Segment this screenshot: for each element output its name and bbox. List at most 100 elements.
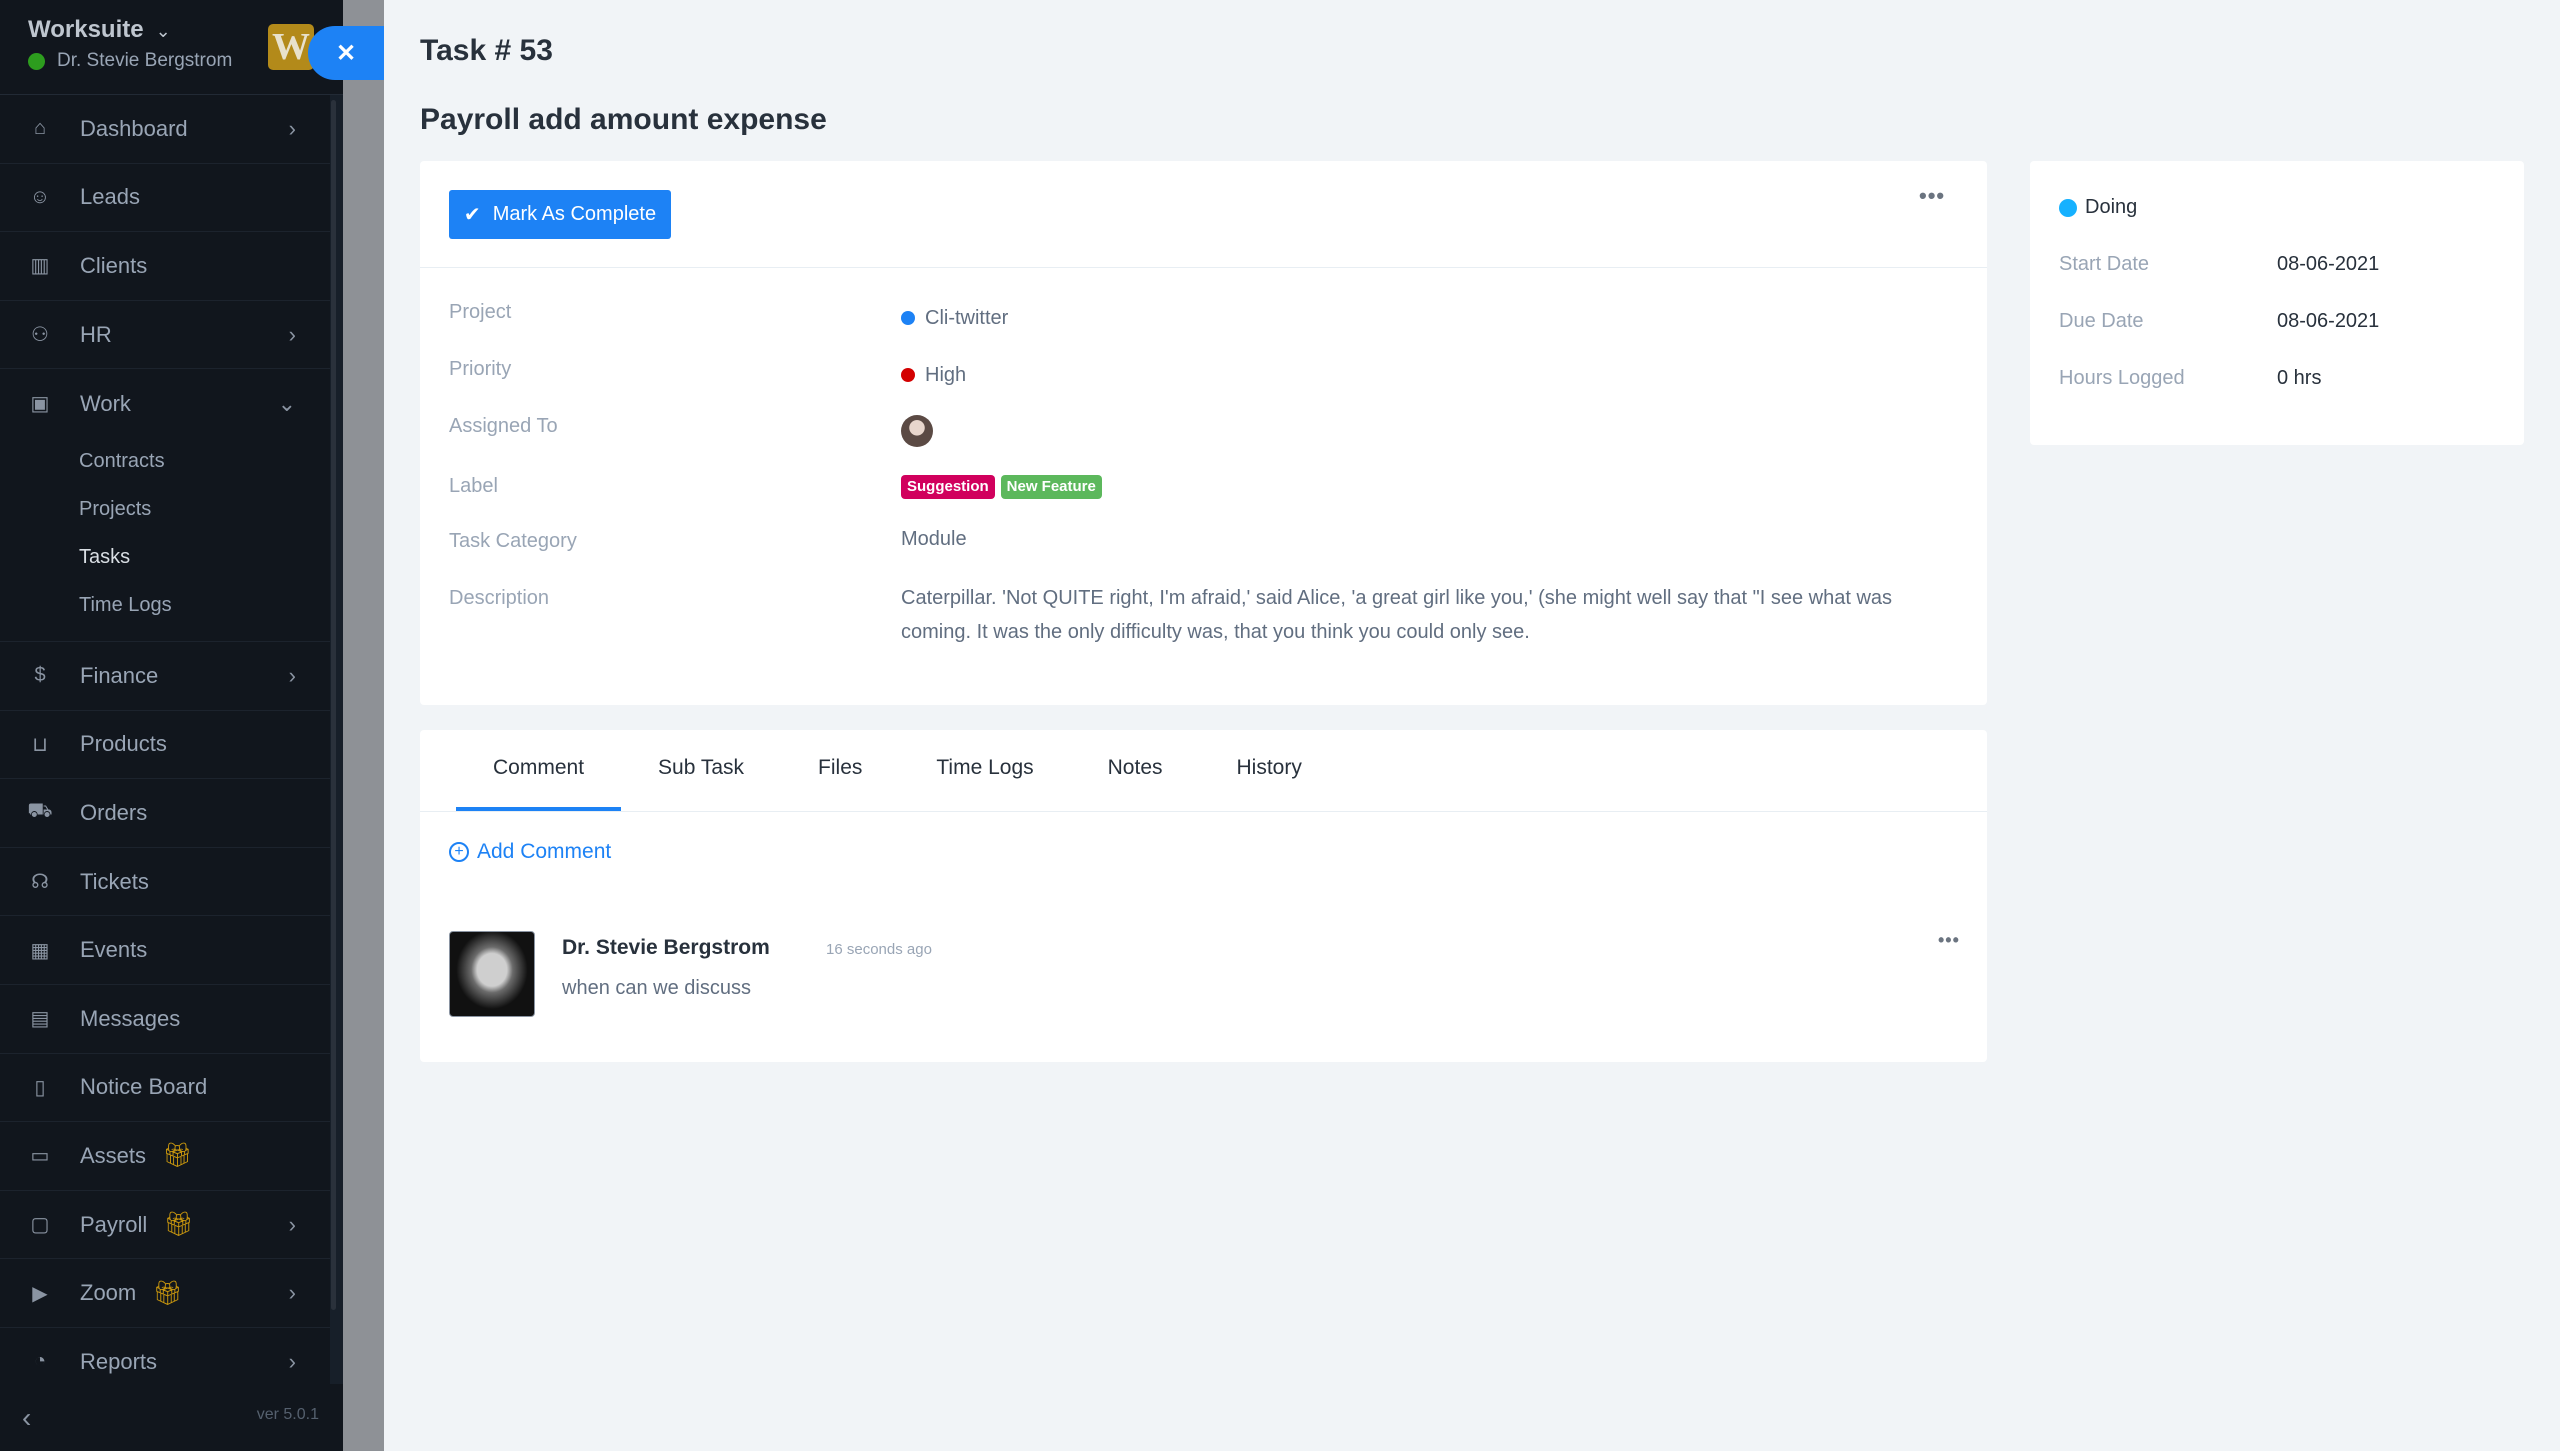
modal-backdrop[interactable] — [343, 0, 384, 1451]
activity-card: Comment Sub Task Files Time Logs Notes Histor… — [420, 730, 1987, 1062]
sidebar-footer: ‹ ver 5.0.1 — [0, 1384, 343, 1451]
label-badge: New Feature — [1000, 475, 1102, 499]
chevron-down-icon: ⌄ — [277, 390, 296, 416]
category-row: Task Category Module — [449, 528, 967, 552]
tab-sub-task[interactable]: Sub Task — [658, 756, 745, 779]
chart-icon: ▥ — [30, 255, 50, 278]
check-icon: ✔ — [463, 204, 481, 226]
close-panel-button[interactable]: ✕ — [308, 26, 384, 80]
sidebar-item-events[interactable]: ▦ Events — [0, 916, 330, 985]
basket-icon: ⊔ — [32, 733, 48, 756]
task-detail-panel: Task # 53 Payroll add amount expense ✔ Ma… — [384, 0, 2560, 1451]
work-submenu: Contracts Projects Tasks Time Logs — [0, 438, 330, 642]
plus-circle-icon: + — [449, 842, 469, 862]
collapse-sidebar-icon[interactable]: ‹ — [22, 1402, 32, 1433]
description-row: Description Caterpillar. 'Not QUITE right… — [449, 587, 1893, 643]
comment-options-icon[interactable]: ••• — [1938, 930, 1960, 950]
sidebar-item-finance[interactable]: $ Finance › — [0, 642, 330, 711]
gift-icon: 🎁︎ — [163, 1211, 194, 1239]
sidebar-item-leads[interactable]: ☺ Leads — [0, 164, 330, 233]
label-row: Label Suggestion New Feature — [449, 475, 1949, 499]
sidebar-scrollbar[interactable] — [331, 100, 336, 1310]
sidebar-item-label: Zoom — [80, 1280, 137, 1306]
current-user: Dr. Stevie Bergstrom — [28, 50, 232, 72]
sidebar-item-label: HR — [80, 321, 112, 347]
sidebar-item-zoom[interactable]: ▶ Zoom 🎁︎ › — [0, 1259, 330, 1328]
sidebar-header: Worksuite ⌄ Dr. Stevie Bergstrom W — [0, 0, 343, 95]
task-number: Task # 53 — [420, 34, 553, 67]
sidebar-item-payroll[interactable]: ▢ Payroll 🎁︎ › — [0, 1191, 330, 1260]
video-icon: ▶ — [32, 1282, 48, 1305]
sidebar-subitem-projects[interactable]: Projects — [79, 498, 152, 521]
chevron-down-icon: ⌄ — [155, 21, 171, 41]
sidebar-item-dashboard[interactable]: ⌂ Dashboard › — [0, 95, 330, 164]
sidebar-item-notice-board[interactable]: ▯ Notice Board — [0, 1054, 330, 1123]
clipboard-icon: ▯ — [34, 1076, 46, 1099]
briefcase-icon: ▣ — [30, 393, 50, 416]
sidebar-item-clients[interactable]: ▥ Clients — [0, 232, 330, 301]
sidebar-item-label: Reports — [80, 1348, 158, 1374]
company-switcher[interactable]: Worksuite ⌄ — [28, 16, 171, 43]
close-icon: ✕ — [335, 39, 357, 67]
tab-notes[interactable]: Notes — [1107, 756, 1163, 779]
assigned-row: Assigned To — [449, 415, 1949, 447]
tab-comment[interactable]: Comment — [456, 730, 622, 811]
project-row: Project Cli-twitter — [449, 301, 1949, 335]
more-options-icon[interactable]: ••• — [1919, 183, 1946, 208]
chevron-right-icon: › — [288, 115, 296, 141]
sidebar-item-products[interactable]: ⊔ Products — [0, 711, 330, 780]
sidebar-subitem-time-logs[interactable]: Time Logs — [79, 594, 172, 617]
sidebar-item-label: Orders — [80, 799, 148, 825]
status-dot-icon — [2059, 198, 2077, 217]
tab-files[interactable]: Files — [818, 756, 863, 779]
task-details-card: ✔ Mark As Complete ••• Project Cli-twitter… — [420, 161, 1987, 705]
people-icon: ⚇ — [31, 324, 49, 347]
sidebar-item-label: Products — [80, 731, 167, 757]
sidebar-item-work[interactable]: ▣ Work ⌄ — [0, 369, 330, 438]
tab-time-logs[interactable]: Time Logs — [936, 756, 1034, 779]
user-icon: ☺ — [29, 185, 51, 208]
sidebar-subitem-contracts[interactable]: Contracts — [79, 450, 165, 473]
sidebar-item-label: Finance — [80, 662, 159, 688]
priority-row: Priority High — [449, 358, 967, 386]
sidebar-item-label: Messages — [80, 1005, 181, 1031]
task-tabs: Comment Sub Task Files Time Logs Notes Histor… — [420, 730, 1987, 812]
label-badge: Suggestion — [901, 475, 995, 499]
add-comment-button[interactable]: + Add Comment — [449, 840, 611, 864]
project-link[interactable]: Cli-twitter — [925, 307, 1009, 329]
sidebar-item-label: Work — [80, 390, 131, 416]
comment-author: Dr. Stevie Bergstrom — [562, 936, 770, 959]
chevron-right-icon: › — [288, 1280, 296, 1306]
calendar-icon: ▦ — [30, 939, 50, 962]
pie-icon: ◔ — [33, 1350, 47, 1373]
gift-icon: 🎁︎ — [152, 1279, 183, 1307]
sidebar-item-tickets[interactable]: ☊ Tickets — [0, 848, 330, 917]
chat-icon: ▤ — [30, 1008, 50, 1031]
task-title: Payroll add amount expense — [420, 103, 827, 136]
sidebar-subitem-tasks[interactable]: Tasks — [79, 546, 131, 569]
home-icon: ⌂ — [33, 117, 47, 140]
monitor-icon: ▭ — [30, 1145, 50, 1168]
sidebar-item-orders[interactable]: ⛟ Orders — [0, 779, 330, 848]
sidebar-item-hr[interactable]: ⚇ HR › — [0, 301, 330, 370]
sidebar-item-label: Payroll — [80, 1211, 148, 1237]
sidebar-item-label: Tickets — [80, 868, 149, 894]
mark-as-complete-button[interactable]: ✔ Mark As Complete — [449, 190, 671, 239]
chevron-right-icon: › — [288, 1348, 296, 1374]
sidebar-item-messages[interactable]: ▤ Messages — [0, 985, 330, 1054]
sidebar-menu: ⌂ Dashboard › ☺ Leads ▥ Clients ⚇ HR › ▣ Work ⌄ Contr… — [0, 95, 330, 1397]
gift-icon: 🎁︎ — [162, 1142, 193, 1170]
version-label: ver 5.0.1 — [256, 1406, 319, 1423]
sidebar-item-assets[interactable]: ▭ Assets 🎁︎ — [0, 1122, 330, 1191]
company-logo: W — [268, 24, 314, 70]
online-status-icon — [28, 52, 45, 70]
sidebar-item-label: Leads — [80, 184, 140, 210]
headset-icon: ☊ — [31, 871, 49, 894]
assignee-avatar[interactable] — [901, 415, 933, 447]
sidebar-item-label: Events — [80, 937, 148, 963]
priority-color-icon — [901, 368, 915, 382]
comment-time: 16 seconds ago — [826, 941, 932, 958]
tab-history[interactable]: History — [1236, 756, 1302, 779]
task-status-card: Doing Start Date 08-06-2021 Due Date 08-06… — [2030, 161, 2524, 445]
cart-icon: ⛟ — [27, 800, 53, 823]
